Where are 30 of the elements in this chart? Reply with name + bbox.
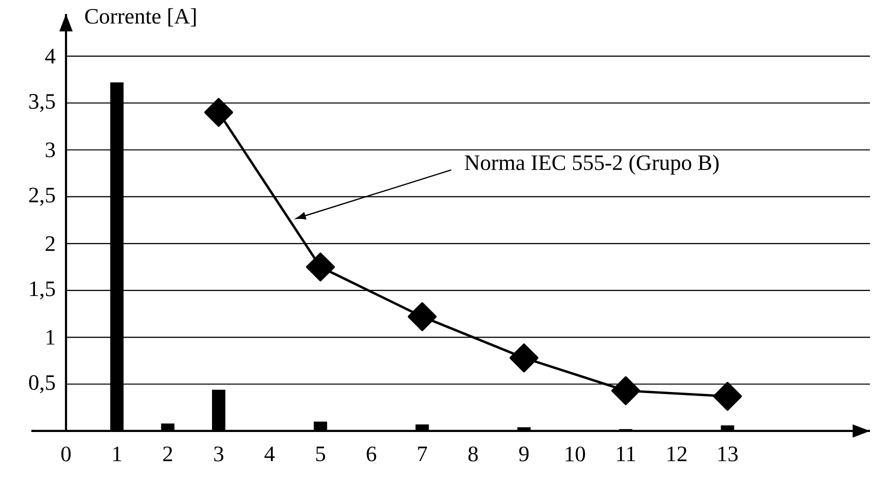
y-tick-label: 3 [46,142,55,158]
x-tick-label: 10 [566,446,586,462]
point [510,343,538,372]
x-tick-label: 5 [316,446,326,462]
x-tick-label: 9 [519,446,529,462]
point [306,252,335,282]
x-tick-label: 6 [366,446,376,462]
y-tick-label: 2 [46,236,55,251]
point [408,302,437,332]
x-tick-label: 13 [718,446,738,462]
x-tick-label: 1 [113,446,122,462]
y-tick-label: 0,5 [29,375,55,394]
x-tick-label: 7 [418,446,428,461]
x-tick-label: 3 [214,446,224,462]
x-tick-label: 8 [468,446,478,462]
y-tick-label: 1,5 [30,281,55,300]
y-axis-title: Corrente [A] [85,8,196,26]
x-tick-label: 11 [617,446,636,462]
point [611,376,640,406]
x-tick-label: 12 [668,446,686,462]
x-tick-label: 0 [61,446,71,462]
y-tick-label: 1 [46,330,54,345]
text: Norma IEC 555-2 (Grupo B) [464,154,719,175]
x-tick-label: 2 [163,446,172,462]
point [713,382,742,411]
point [204,98,234,127]
x-tick-label: 4 [264,446,275,462]
y-tick-label: 2,5 [29,188,55,206]
y-tick-label: 4 [45,48,56,64]
y-tick-label: 3,5 [29,94,55,112]
